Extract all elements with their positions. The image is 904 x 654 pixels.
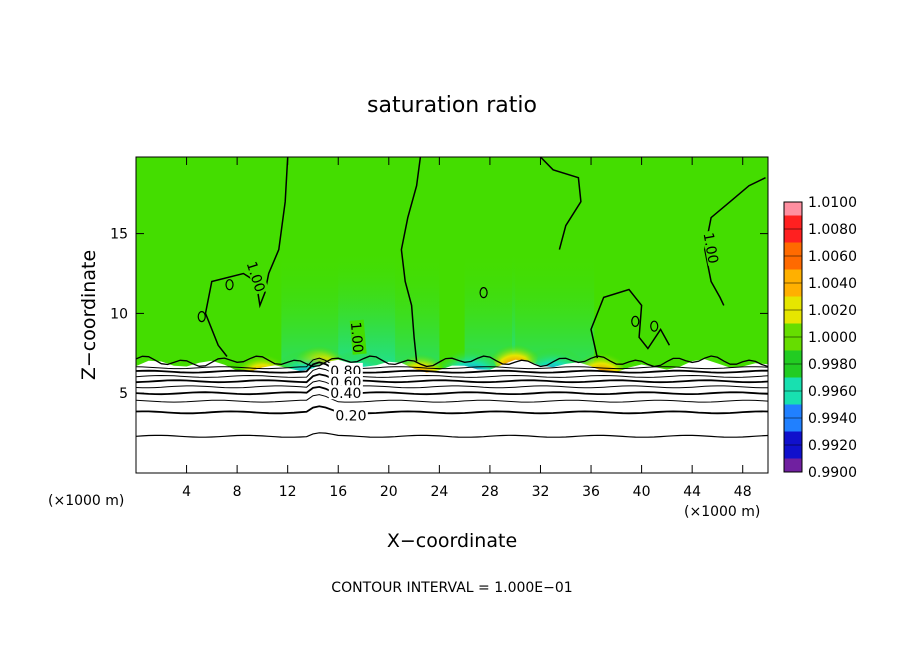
contour-line bbox=[479, 287, 488, 299]
x-unit-left: (×1000 m) bbox=[48, 493, 124, 509]
colorbar-tick-label: 1.0020 bbox=[808, 303, 857, 319]
contour-line bbox=[136, 394, 768, 403]
x-tick-label: 24 bbox=[430, 484, 448, 500]
contour-line bbox=[539, 157, 582, 250]
contour-line bbox=[136, 367, 768, 378]
contour-line bbox=[136, 361, 768, 374]
y-tick-label: 15 bbox=[110, 227, 128, 243]
colorbar-tick-label: 1.0060 bbox=[808, 249, 857, 265]
contour-line bbox=[400, 157, 422, 362]
x-tick-label: 44 bbox=[683, 484, 701, 500]
x-tick-label: 48 bbox=[734, 484, 752, 500]
x-tick-label: 28 bbox=[481, 484, 499, 500]
plot-area: 1.001.001.000.800.600.400.20 bbox=[135, 156, 769, 474]
contour-line bbox=[136, 380, 768, 389]
colorbar-tick-label: 1.0080 bbox=[808, 222, 857, 238]
x-tick-label: 32 bbox=[532, 484, 550, 500]
contour-label: 1.00 bbox=[700, 231, 721, 264]
colorbar-tick-label: 0.9980 bbox=[808, 357, 857, 373]
plot-frame bbox=[135, 156, 769, 474]
colorbar-tick-label: 1.0100 bbox=[808, 195, 857, 211]
colorbar-tick-label: 0.9960 bbox=[808, 384, 857, 400]
contour-line bbox=[136, 357, 768, 370]
y-tick-label: 10 bbox=[110, 306, 128, 322]
colorbar-swatch bbox=[784, 458, 802, 472]
contour-line bbox=[136, 355, 768, 368]
x-tick-label: 4 bbox=[182, 484, 191, 500]
x-tick-label: 12 bbox=[279, 484, 297, 500]
colorbar: 1.0100 1.0080 1.0060 1.0040 1.0020 1.0000 0.99… bbox=[783, 195, 857, 481]
colorbar-tick-label: 0.9900 bbox=[808, 465, 857, 481]
contour-interval-note: CONTOUR INTERVAL = 1.000E−01 bbox=[331, 580, 572, 596]
contour-label: 1.00 bbox=[347, 321, 366, 353]
subsaturated-region bbox=[136, 359, 768, 473]
contour-line bbox=[197, 310, 206, 323]
colorbar-tick-label: 0.9920 bbox=[808, 438, 857, 454]
colorbar-tick-label: 1.0000 bbox=[808, 330, 857, 346]
contour-line bbox=[136, 373, 768, 384]
x-unit-right: (×1000 m) bbox=[684, 504, 760, 520]
contour-line bbox=[136, 385, 768, 396]
contour-line bbox=[650, 320, 659, 332]
contour-line bbox=[136, 405, 768, 415]
contour-line bbox=[136, 432, 768, 438]
y-axis-label: Z−coordinate bbox=[78, 250, 100, 380]
contour-line bbox=[631, 315, 640, 327]
x-tick-label: 20 bbox=[380, 484, 398, 500]
contour-line bbox=[225, 279, 234, 291]
x-tick-label: 36 bbox=[582, 484, 600, 500]
x-axis-label: X−coordinate bbox=[387, 530, 517, 552]
y-tick-label: 5 bbox=[119, 386, 128, 402]
colorbar-swatch bbox=[784, 202, 802, 216]
contour-label: 0.20 bbox=[335, 409, 366, 425]
contour-line bbox=[590, 288, 671, 359]
x-tick-label: 8 bbox=[233, 484, 242, 500]
chart-title: saturation ratio bbox=[367, 93, 537, 118]
x-tick-label: 40 bbox=[633, 484, 651, 500]
contour-label: 0.40 bbox=[330, 386, 361, 402]
colorbar-tick-label: 1.0040 bbox=[808, 276, 857, 292]
x-tick-label: 16 bbox=[329, 484, 347, 500]
colorbar-tick-label: 0.9940 bbox=[808, 411, 857, 427]
